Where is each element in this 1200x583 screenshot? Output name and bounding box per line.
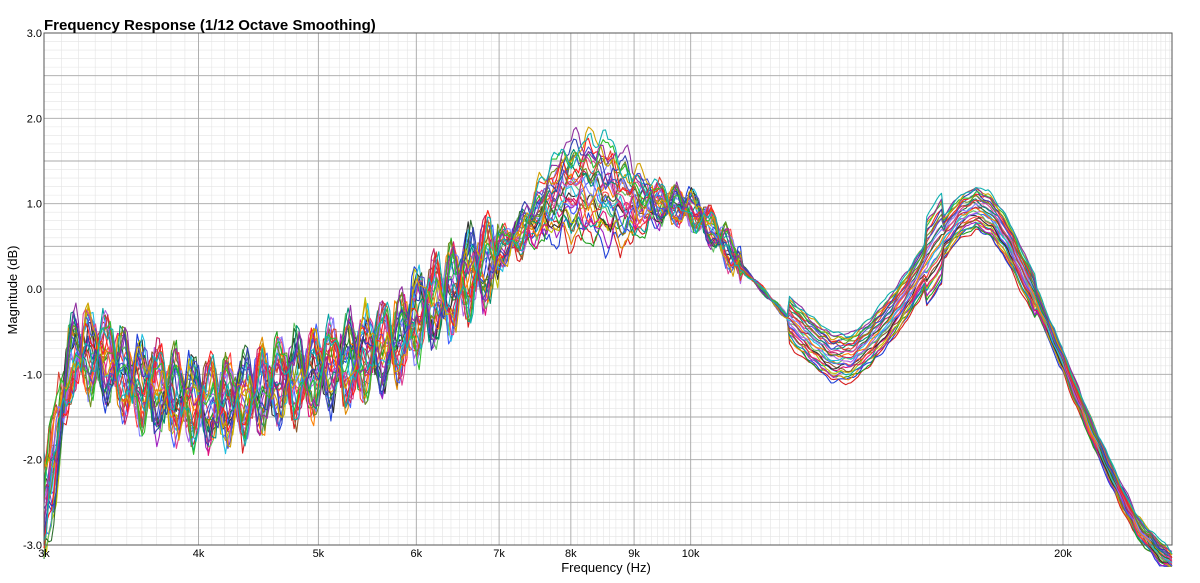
x-axis-label: Frequency (Hz): [561, 560, 651, 575]
x-tick-label: 3k: [38, 548, 50, 560]
response-curve: [43, 126, 1173, 552]
y-tick-label: 0.0: [27, 284, 42, 296]
y-tick-label: -1.0: [23, 369, 42, 381]
x-tick-label: 8k: [565, 548, 577, 560]
x-tick-label: 20k: [1054, 548, 1072, 560]
response-curve: [43, 169, 1173, 562]
x-tick-label: 9k: [628, 548, 640, 560]
y-axis-label: Magnitude (dB): [5, 246, 20, 335]
x-tick-label: 5k: [313, 548, 325, 560]
chart-title: Frequency Response (1/12 Octave Smoothin…: [44, 17, 376, 34]
response-curve: [43, 129, 1173, 555]
x-tick-label: 7k: [493, 548, 505, 560]
response-curve: [43, 138, 1172, 554]
response-curve: [43, 126, 1173, 556]
x-tick-label: 6k: [410, 548, 422, 560]
x-tick-label: 10k: [682, 548, 700, 560]
y-tick-label: 2.0: [27, 113, 42, 125]
response-curves: [43, 126, 1173, 567]
y-tick-label: -3.0: [23, 540, 42, 552]
y-tick-label: 1.0: [27, 199, 42, 211]
response-curve: [43, 162, 1173, 560]
x-tick-label: 4k: [193, 548, 205, 560]
x-tick-labels: 3k 4k 5k 6k 7k 8k 9k 10k 20k: [38, 548, 1072, 560]
plot-frame: [43, 32, 1173, 546]
y-tick-label: 3.0: [27, 28, 42, 40]
y-tick-label: -2.0: [23, 455, 42, 467]
y-tick-labels: -3.0 -2.0 -1.0 0.0 1.0 2.0 3.0: [23, 28, 42, 552]
